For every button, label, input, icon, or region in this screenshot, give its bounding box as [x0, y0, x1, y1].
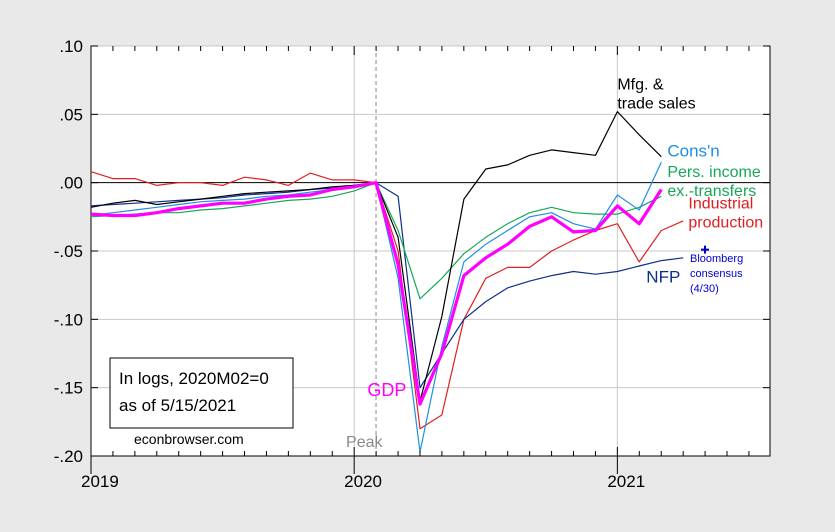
note-box: In logs, 2020M02=0 as of 5/15/2021 — [109, 357, 294, 429]
series-label-industrial-production: production — [688, 215, 763, 232]
series-label-mfg-trade-sales: Mfg. & — [617, 77, 664, 94]
bloomberg-label: Bloomberg — [690, 253, 743, 265]
y-tick-label: -.05 — [54, 242, 83, 261]
series-labels: Mfg. & trade sales Cons'n Pers. income ex.-t… — [367, 77, 763, 400]
x-tick-label: 2019 — [81, 472, 119, 491]
series-label-pers-income-ex-transfers: Pers. income — [667, 164, 760, 181]
x-tick-label: 2021 — [607, 472, 645, 491]
series-label-industrial-production: Industrial — [688, 196, 753, 213]
source-label: econbrowser.com — [134, 431, 244, 447]
bloomberg-label: (4/30) — [690, 283, 719, 295]
y-tick-label: .00 — [59, 174, 83, 193]
bloomberg-label: consensus — [690, 268, 743, 280]
peak-marker: Peak — [346, 46, 383, 456]
y-tick-label: .05 — [59, 105, 83, 124]
y-tick-label: -.20 — [54, 447, 83, 466]
series-label-mfg-trade-sales: trade sales — [617, 96, 695, 113]
y-tick-label: -.10 — [54, 310, 83, 329]
y-axis-ticks: .10 .05 .00 -.05 -.10 -.15 -.20 — [54, 37, 770, 466]
series-line-industrial-production — [90, 171, 684, 430]
x-axis-ticks: 2019 2020 2021 — [81, 46, 750, 491]
series-label-nfp: NFP — [646, 267, 680, 286]
series-label-gdp: GDP — [367, 380, 406, 400]
note-line-2: as of 5/15/2021 — [119, 396, 236, 415]
series-label-pers-income-ex-transfers: ex.-transfers — [667, 183, 756, 200]
series-label-cons-n: Cons'n — [667, 142, 719, 161]
note-box-frame — [109, 357, 294, 429]
series-group — [90, 111, 709, 453]
x-tick-label: 2020 — [344, 472, 382, 491]
series-line-nfp — [90, 182, 684, 389]
note-line-1: In logs, 2020M02=0 — [119, 369, 269, 388]
series-line-gdp — [90, 181, 663, 406]
y-tick-label: .10 — [59, 37, 83, 56]
y-tick-label: -.15 — [54, 379, 83, 398]
peak-label: Peak — [346, 434, 383, 451]
